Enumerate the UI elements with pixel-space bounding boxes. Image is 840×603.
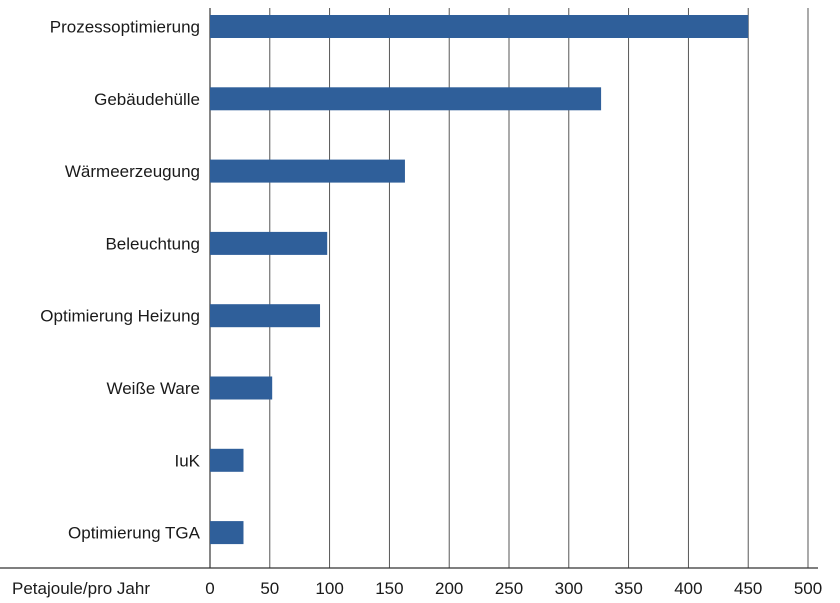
tick-label: 100 bbox=[315, 579, 343, 598]
bars bbox=[210, 15, 749, 545]
tick-label: 250 bbox=[495, 579, 523, 598]
bar bbox=[210, 87, 602, 111]
category-label: Optimierung TGA bbox=[68, 524, 201, 543]
tick-label: 0 bbox=[205, 579, 214, 598]
category-label: Optimierung Heizung bbox=[40, 307, 200, 326]
tick-label: 300 bbox=[555, 579, 583, 598]
category-label: Prozessoptimierung bbox=[50, 18, 200, 37]
bar bbox=[210, 159, 405, 183]
bar bbox=[210, 304, 321, 328]
tick-label: 200 bbox=[435, 579, 463, 598]
category-label: Wärmeerzeugung bbox=[65, 162, 200, 181]
category-label: Gebäudehülle bbox=[94, 90, 200, 109]
x-axis-title: Petajoule/pro Jahr bbox=[12, 579, 150, 598]
tick-label: 50 bbox=[260, 579, 279, 598]
category-label: IuK bbox=[174, 451, 200, 470]
category-label: Beleuchtung bbox=[105, 234, 200, 253]
bar bbox=[210, 376, 273, 400]
bar bbox=[210, 448, 244, 472]
tick-label: 450 bbox=[734, 579, 762, 598]
bar bbox=[210, 231, 328, 255]
category-label: Weiße Ware bbox=[106, 379, 200, 398]
tick-label: 500 bbox=[794, 579, 822, 598]
tick-label: 350 bbox=[614, 579, 642, 598]
tick-label: 400 bbox=[674, 579, 702, 598]
bar bbox=[210, 15, 749, 38]
bar bbox=[210, 521, 244, 545]
tick-labels: 0 50 100 150 200 250 300 350 400 450 500 bbox=[205, 579, 822, 598]
tick-label: 150 bbox=[375, 579, 403, 598]
category-labels: Prozessoptimierung Gebäudehülle Wärmeerzeu… bbox=[40, 18, 200, 543]
